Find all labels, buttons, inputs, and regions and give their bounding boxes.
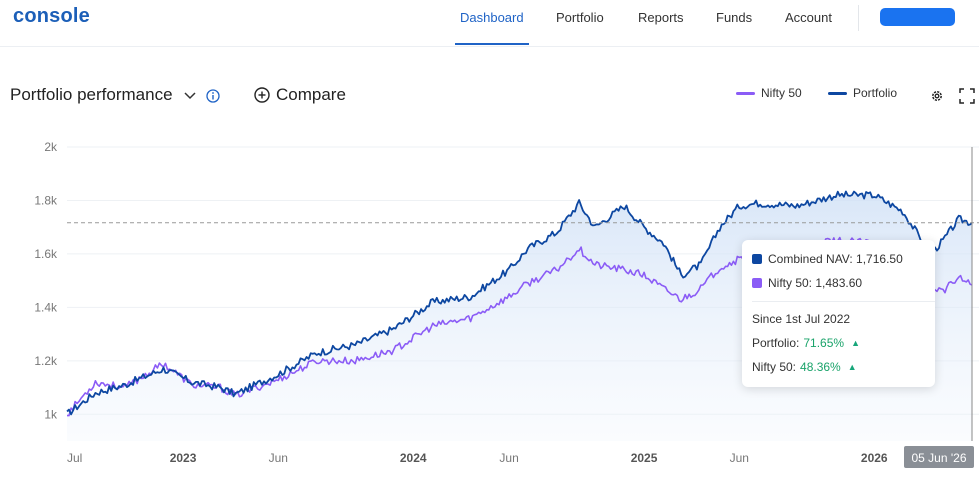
x-tick-label: 2024 — [400, 451, 427, 465]
nav-account[interactable]: Account — [785, 10, 832, 25]
y-tick-label: 1.6k — [34, 247, 58, 261]
legend-label-nifty-50: Nifty 50 — [761, 86, 802, 100]
nav-portfolio[interactable]: Portfolio — [556, 10, 604, 25]
triangle-up-icon: ▲ — [847, 362, 857, 372]
triangle-up-icon: ▲ — [851, 338, 860, 348]
x-tick-label: 2026 — [861, 451, 888, 465]
nav-reports[interactable]: Reports — [638, 10, 684, 25]
tooltip-portfolio-return: Portfolio: 71.65% ▲ — [752, 336, 860, 350]
legend-swatch-portfolio — [828, 91, 847, 95]
tooltip-combined-row: Combined NAV: 1,716.50 — [752, 252, 903, 266]
tooltip-combined-value: Combined NAV: 1,716.50 — [768, 252, 903, 266]
tooltip-nifty-pct: 48.36% — [800, 360, 841, 374]
fullscreen-icon[interactable] — [959, 88, 975, 109]
tooltip-portfolio-key: Portfolio: — [752, 336, 800, 350]
tooltip-nifty-key: Nifty 50: — [752, 360, 797, 374]
x-axis: Jul 2023 Jun 2024 Jun 2025 Jun 2026 — [67, 451, 888, 465]
nav-tooltip: Combined NAV: 1,716.50 Nifty 50: 1,483.6… — [742, 240, 935, 387]
info-icon[interactable] — [206, 89, 220, 108]
tooltip-swatch-portfolio — [752, 254, 762, 264]
active-tab-indicator — [455, 43, 529, 45]
x-tick-label: Jun — [499, 451, 518, 465]
tooltip-nifty-row: Nifty 50: 1,483.60 — [752, 276, 862, 290]
gear-icon[interactable] — [929, 88, 945, 109]
y-tick-label: 2k — [44, 140, 58, 154]
tooltip-nifty-return: Nifty 50: 48.36% ▲ — [752, 360, 857, 374]
console-logo[interactable]: console — [13, 5, 90, 27]
x-tick-label: Jul — [67, 451, 82, 465]
user-profile-button[interactable] — [880, 8, 955, 26]
tooltip-divider — [752, 301, 935, 302]
nav-divider — [858, 5, 859, 31]
x-tick-label: 2023 — [170, 451, 197, 465]
portfolio-performance-title[interactable]: Portfolio performance — [10, 85, 173, 104]
top-navigation-bar: console Dashboard Portfolio Reports Fund… — [0, 0, 979, 47]
y-tick-label: 1k — [44, 407, 58, 421]
crosshair-date-label: 05 Jun '26 — [911, 451, 966, 465]
plus-circle-icon — [254, 87, 270, 103]
nav-dashboard[interactable]: Dashboard — [460, 10, 524, 25]
tooltip-portfolio-pct: 71.65% — [803, 336, 845, 350]
legend-item-nifty-50[interactable]: Nifty 50 — [736, 86, 802, 100]
compare-label: Compare — [276, 85, 346, 104]
y-axis: 1k 1.2k 1.4k 1.6k 1.8k 2k — [34, 140, 58, 421]
x-tick-label: 2025 — [631, 451, 658, 465]
legend-swatch-nifty-50 — [736, 91, 755, 95]
crosshair-date-badge — [904, 446, 974, 468]
tooltip-nifty-value: Nifty 50: 1,483.60 — [768, 276, 863, 290]
portfolio-series-line — [66, 190, 973, 416]
nav-funds[interactable]: Funds — [716, 10, 753, 25]
compare-button[interactable]: Compare — [254, 85, 346, 105]
tooltip-since-text: Since 1st Jul 2022 — [752, 312, 851, 326]
legend-label-portfolio: Portfolio — [853, 86, 898, 100]
y-tick-label: 1.8k — [34, 193, 58, 207]
x-tick-label: Jun — [730, 451, 749, 465]
chevron-down-icon[interactable] — [183, 88, 197, 107]
y-tick-label: 1.2k — [34, 354, 58, 368]
x-tick-label: Jun — [269, 451, 288, 465]
tooltip-swatch-nifty — [752, 278, 762, 288]
y-tick-label: 1.4k — [34, 300, 58, 314]
legend-item-portfolio[interactable]: Portfolio — [828, 86, 897, 100]
